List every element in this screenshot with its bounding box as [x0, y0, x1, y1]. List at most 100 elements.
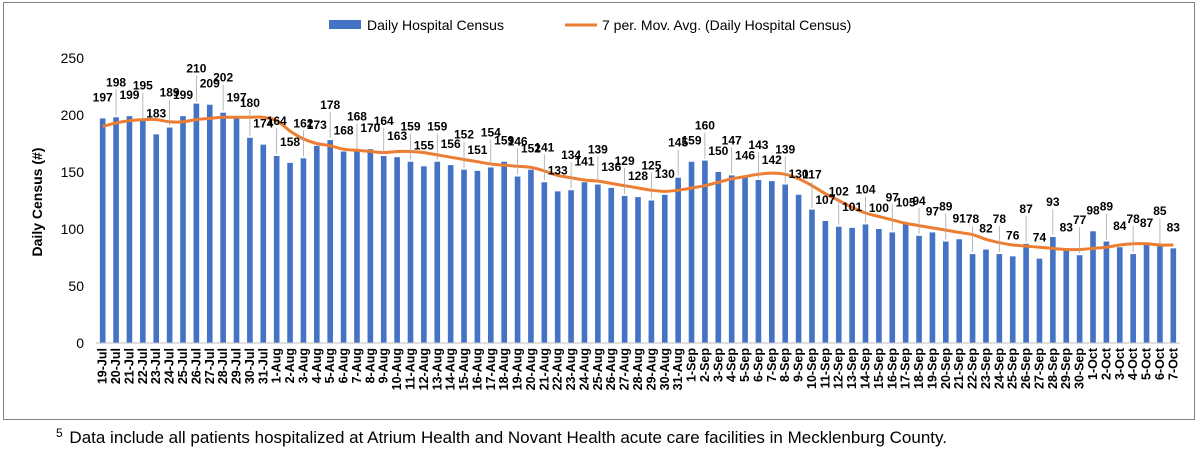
- y-tick-label: 250: [61, 50, 85, 66]
- data-label: 159: [427, 120, 447, 134]
- x-tick-label: 5-Sep: [738, 348, 752, 382]
- bar: [1157, 246, 1163, 343]
- bar: [514, 176, 521, 343]
- data-label: 87: [1140, 216, 1154, 230]
- x-tick-label: 19-Sep: [925, 348, 939, 389]
- bar: [340, 151, 347, 343]
- x-tick-label: 29-Aug: [644, 348, 658, 390]
- bar: [407, 161, 414, 343]
- data-label: 150: [708, 144, 728, 158]
- bar: [273, 156, 280, 343]
- x-tick-label: 6-Aug: [337, 348, 351, 383]
- x-tick-label: 6-Sep: [751, 348, 765, 382]
- data-label: 152: [521, 142, 541, 156]
- x-tick-label: 30-Aug: [658, 348, 672, 390]
- data-label: 93: [1046, 195, 1060, 209]
- data-label: 168: [347, 109, 367, 123]
- bar: [99, 118, 106, 343]
- moving-average: [102, 115, 1174, 252]
- data-label: 83: [1167, 220, 1181, 234]
- bar: [835, 226, 842, 343]
- y-tick-label: 0: [76, 335, 84, 351]
- x-tick-label: 28-Jul: [216, 348, 230, 384]
- data-label: 125: [641, 159, 661, 173]
- legend-line-label: 7 per. Mov. Avg. (Daily Hospital Census): [602, 17, 851, 33]
- x-tick-label: 9-Aug: [377, 348, 391, 383]
- x-tick-label: 5-Aug: [323, 348, 337, 383]
- data-label: 89: [1100, 200, 1114, 214]
- data-label: 151: [467, 143, 487, 157]
- bar: [287, 162, 293, 343]
- bar: [327, 140, 334, 343]
- data-label: 164: [374, 114, 394, 128]
- x-tick-label: 29-Jul: [230, 348, 244, 384]
- x-tick-label: 12-Aug: [417, 348, 431, 390]
- census-chart: Daily Hospital Census 7 per. Mov. Avg. (…: [29, 17, 1181, 390]
- x-tick-label: 17-Aug: [484, 348, 498, 390]
- data-label: 91: [953, 211, 967, 225]
- bar: [688, 161, 695, 343]
- data-label: 130: [655, 167, 675, 181]
- data-label: 178: [320, 98, 340, 112]
- bar: [260, 144, 267, 343]
- data-label: 78: [993, 212, 1007, 226]
- x-tick-label: 10-Aug: [390, 348, 404, 390]
- bar: [876, 229, 882, 343]
- x-tick-label: 1-Sep: [685, 348, 699, 382]
- x-tick-label: 6-Oct: [1153, 347, 1167, 380]
- data-label: 105: [896, 195, 916, 209]
- bar: [487, 167, 494, 343]
- footnote-text: Data include all patients hospitalized a…: [64, 428, 947, 447]
- bar: [996, 254, 1003, 343]
- data-label: 173: [307, 118, 327, 132]
- x-tick-label: 21-Jul: [123, 348, 137, 384]
- bar: [1170, 248, 1177, 343]
- y-tick-label: 200: [61, 107, 85, 123]
- data-label: 199: [119, 88, 139, 102]
- x-tick-label: 12-Sep: [832, 348, 846, 389]
- bar: [474, 170, 481, 343]
- data-label: 163: [387, 129, 407, 143]
- chart-frame: [3, 2, 1195, 420]
- x-tick-label: 13-Aug: [430, 348, 444, 390]
- bar: [862, 224, 869, 343]
- bar: [1130, 254, 1136, 343]
- x-tick-label: 7-Oct: [1166, 347, 1180, 380]
- bar: [354, 151, 360, 343]
- data-label: 136: [601, 160, 621, 174]
- y-tick-label: 150: [61, 164, 85, 180]
- bar: [956, 239, 962, 343]
- bar: [568, 190, 574, 343]
- x-tick-label: 31-Aug: [671, 348, 685, 390]
- data-label: 168: [334, 123, 354, 137]
- data-label: 164: [267, 114, 287, 128]
- data-label: 98: [1086, 203, 1100, 217]
- data-label: 74: [1033, 231, 1047, 245]
- x-tick-label: 16-Sep: [885, 348, 899, 389]
- bar: [648, 200, 655, 343]
- data-label: 145: [668, 136, 688, 150]
- x-tick-label: 2-Aug: [283, 348, 297, 383]
- x-tick-label: 8-Sep: [778, 348, 792, 382]
- footnote-marker: 5: [56, 426, 63, 440]
- bar: [1090, 231, 1096, 343]
- bar: [661, 194, 668, 343]
- data-label: 146: [508, 135, 528, 149]
- data-label: 141: [574, 154, 594, 168]
- data-label: 170: [360, 121, 380, 135]
- x-tick-label: 7-Sep: [765, 348, 779, 382]
- bar: [220, 112, 226, 343]
- bar: [380, 156, 387, 343]
- bar: [1143, 243, 1150, 343]
- bar: [675, 177, 681, 343]
- data-label: 85: [1153, 204, 1167, 218]
- bar: [983, 249, 989, 343]
- bar: [461, 169, 467, 343]
- data-label: 129: [615, 154, 635, 168]
- x-tick-label: 16-Aug: [470, 348, 484, 390]
- bar: [1103, 241, 1110, 343]
- bar: [795, 194, 802, 343]
- data-label: 139: [588, 143, 608, 157]
- data-label: 97: [926, 204, 940, 218]
- bar: [447, 165, 454, 343]
